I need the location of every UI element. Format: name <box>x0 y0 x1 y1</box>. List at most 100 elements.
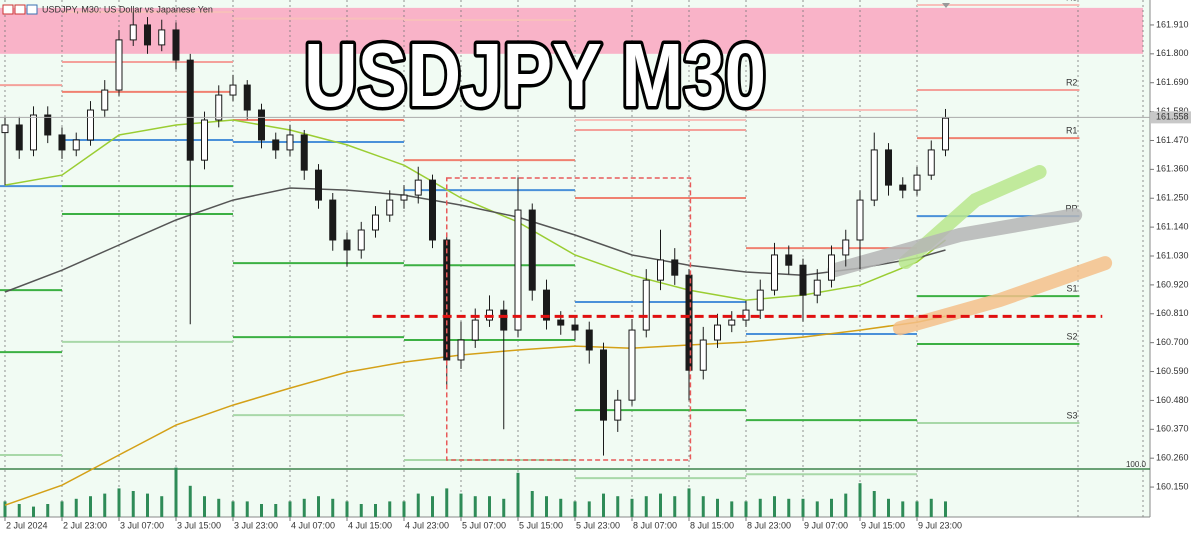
candle-body <box>785 254 793 266</box>
candle-body <box>229 84 237 96</box>
y-tick-label: 161.470 <box>1156 135 1189 145</box>
candle-body <box>428 179 436 241</box>
candle-body <box>913 174 921 191</box>
x-tick-label: 5 Jul 23:00 <box>576 520 620 530</box>
candle-body <box>614 399 622 421</box>
y-tick-label: 161.250 <box>1156 193 1189 203</box>
candle-body <box>414 179 422 196</box>
candle-body <box>300 134 308 171</box>
candle-body <box>500 309 508 331</box>
x-tick-label: 9 Jul 23:00 <box>918 520 962 530</box>
candle-body <box>371 214 379 231</box>
price-label: 161.558 <box>1156 112 1189 122</box>
x-tick-label: 3 Jul 15:00 <box>177 520 221 530</box>
price-tag <box>1151 111 1191 124</box>
y-tick-label: 160.260 <box>1156 453 1189 463</box>
candle-body <box>657 259 665 281</box>
pivot-label: S2 <box>1066 331 1077 341</box>
candle-body <box>29 114 37 151</box>
candle-body <box>685 274 693 371</box>
candle-body <box>257 109 265 141</box>
moving-average <box>4 187 946 293</box>
x-tick-label: 3 Jul 23:00 <box>234 520 278 530</box>
moving-average <box>4 315 946 506</box>
projection <box>827 208 1083 278</box>
chart-title: USDJPY M30 <box>304 26 766 126</box>
x-tick-label: 4 Jul 23:00 <box>405 520 449 530</box>
candle-body <box>186 59 194 161</box>
candle-body <box>58 134 66 151</box>
y-tick-label: 161.030 <box>1156 250 1189 260</box>
candle-body <box>528 209 536 291</box>
candle-body <box>101 89 109 111</box>
volume-tick-label: 100.0 <box>1126 460 1147 469</box>
icon <box>26 4 38 15</box>
candle-body <box>400 194 408 201</box>
candle-body <box>600 349 608 421</box>
range-box <box>445 177 692 461</box>
candle-body <box>671 259 679 276</box>
candle-body <box>286 134 294 151</box>
candle-body <box>828 254 836 281</box>
candle-body <box>386 199 394 216</box>
candle-body <box>585 329 593 351</box>
candle-body <box>15 124 23 151</box>
x-tick-label: 8 Jul 23:00 <box>747 520 791 530</box>
candle-body <box>856 199 864 241</box>
y-tick-label: 160.370 <box>1156 424 1189 434</box>
candle-body <box>343 239 351 251</box>
pivot-label: S1 <box>1066 284 1077 294</box>
candle-body <box>215 94 223 121</box>
candle-body <box>314 169 322 201</box>
candle-body <box>756 289 764 311</box>
pivot-label: R2 <box>1066 77 1078 87</box>
candle-body <box>571 324 579 331</box>
x-tick-label: 5 Jul 15:00 <box>519 520 563 530</box>
candle-body <box>172 29 180 61</box>
candle-body <box>927 149 935 176</box>
y-tick-label: 161.360 <box>1156 164 1189 174</box>
candle-body <box>799 264 807 296</box>
marker <box>942 3 950 8</box>
x-tick-label: 9 Jul 15:00 <box>861 520 905 530</box>
pivot-label: PP <box>1065 203 1077 213</box>
candle-body <box>457 339 465 361</box>
x-tick-label: 2 Jul 2024 <box>6 520 48 530</box>
candle-body <box>115 39 123 91</box>
x-tick-label: 2 Jul 23:00 <box>63 520 107 530</box>
moving-average <box>4 119 946 301</box>
y-tick-label: 160.810 <box>1156 308 1189 318</box>
y-tick-label: 160.590 <box>1156 366 1189 376</box>
x-tick-label: 8 Jul 15:00 <box>690 520 734 530</box>
y-tick-label: 161.140 <box>1156 221 1189 231</box>
x-tick-label: 5 Jul 07:00 <box>462 520 506 530</box>
candle-body <box>129 24 137 41</box>
candle-body <box>842 239 850 256</box>
x-tick-label: 9 Jul 07:00 <box>804 520 848 530</box>
candle-body <box>642 279 650 331</box>
candle-body <box>899 184 907 191</box>
y-tick-label: 160.700 <box>1156 337 1189 347</box>
candle-body <box>86 109 94 141</box>
candle-body <box>272 139 280 151</box>
candle-body <box>243 84 251 111</box>
candle-body <box>942 117 950 151</box>
candle-body <box>143 24 151 46</box>
y-tick-label: 160.920 <box>1156 279 1189 289</box>
candle-body <box>728 319 736 326</box>
candle-body <box>813 279 821 296</box>
chart-header: USDJPY, M30: US Dollar vs Japanese Yen <box>42 4 213 14</box>
axis-background <box>1150 0 1200 537</box>
pivot-label: S3 <box>1066 410 1077 420</box>
x-tick-label: 4 Jul 15:00 <box>348 520 392 530</box>
x-tick-label: 8 Jul 07:00 <box>633 520 677 530</box>
candle-body <box>542 289 550 321</box>
resistance-zone <box>0 7 1143 54</box>
icon <box>2 4 14 15</box>
candle-body <box>514 209 522 331</box>
y-tick-label: 161.580 <box>1156 106 1189 116</box>
candle-body <box>714 324 722 341</box>
pivot-label: R1 <box>1066 125 1078 135</box>
candle-body <box>771 254 779 291</box>
